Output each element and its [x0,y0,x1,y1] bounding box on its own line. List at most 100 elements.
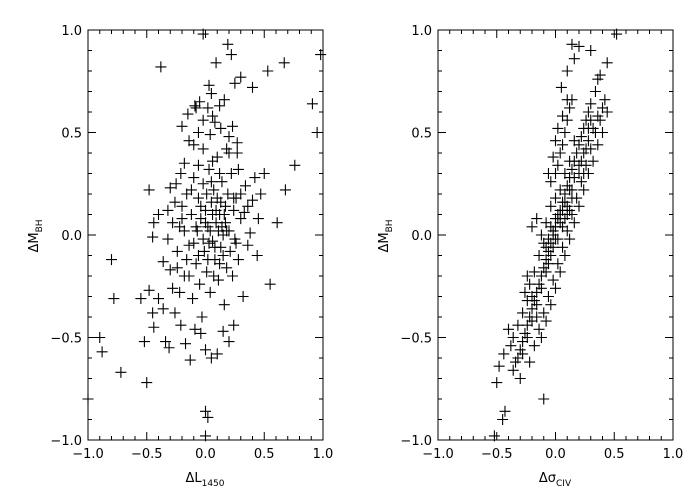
data-point [157,256,169,268]
data-point [230,237,242,249]
data-point [223,147,235,159]
data-point [200,217,211,229]
data-point [94,332,106,343]
y-axis-title-right: ΔMBH [377,219,395,252]
data-point [200,344,211,356]
data-point [217,325,229,337]
data-points-left [82,28,327,442]
data-point [197,143,209,155]
data-point [554,147,566,159]
data-point [538,393,550,405]
data-point [582,122,594,134]
data-point [235,213,247,225]
data-point [176,213,188,225]
data-point [147,231,159,243]
data-point [212,225,224,237]
data-point [209,116,221,128]
data-point [190,258,202,270]
data-point [585,45,597,56]
data-point [197,233,209,245]
data-point [559,168,571,179]
data-point [225,168,237,179]
data-point [491,377,503,389]
data-point [175,168,187,179]
data-point [535,282,547,294]
data-point [505,340,517,352]
data-point [82,393,94,405]
data-point [221,262,233,274]
data-point [187,293,199,305]
data-point [547,151,559,163]
data-point [223,131,235,143]
data-point [279,184,291,196]
data-point [601,57,613,69]
data-point [210,204,222,216]
data-point [552,159,564,171]
data-point [247,81,258,93]
data-point [182,108,194,120]
data-point [601,106,613,118]
data-point [171,262,183,274]
data-point [545,250,557,261]
data-point [535,229,547,241]
data-point [540,266,552,278]
data-point [311,127,323,138]
data-point [242,200,254,212]
data-point [197,114,209,126]
x-axis-title-sub: CIV [556,479,572,489]
data-point [278,57,290,69]
y-tick-label: 0.5 [411,127,432,142]
data-point [211,348,223,360]
data-point [533,323,545,335]
scatter-panel-left: −1.0 −0.5 0.0 0.5 1.0 −1.0 −0.5 0.0 0.5 1.0 ΔL145… [27,24,333,489]
data-point [540,241,552,253]
data-point [531,299,543,311]
data-point [218,299,230,311]
data-point [188,237,200,249]
data-point [188,172,200,184]
y-tick-label: 0.5 [61,127,82,142]
data-point [564,233,576,245]
data-point [108,293,120,305]
data-point [538,307,550,319]
data-point [503,323,514,335]
data-point [510,356,522,368]
data-point [517,348,529,360]
data-point [181,254,193,266]
data-point [315,49,327,61]
x-tick-label: 1.0 [313,447,334,462]
data-point [550,168,561,179]
data-point [252,213,264,225]
data-point [564,102,576,114]
data-point [176,200,188,212]
data-point [585,114,597,126]
data-point [568,53,580,65]
data-point [498,348,510,360]
data-point [531,213,543,225]
data-point [507,332,519,343]
data-point [163,342,175,354]
y-tick-label: 0.0 [411,229,432,244]
data-point [185,209,197,220]
data-point [306,98,318,110]
data-point [244,227,256,239]
data-point [552,258,564,270]
data-point [203,163,215,175]
data-point [578,168,590,179]
data-point [203,79,215,91]
data-point [559,250,571,261]
data-point [542,233,554,245]
data-point [215,196,227,208]
plot-frame-left [87,29,324,441]
data-point [545,221,557,233]
data-point [200,430,211,442]
x-tick-label: −0.5 [481,447,513,462]
data-point [160,336,172,348]
data-point [526,221,538,233]
data-point [210,217,222,229]
y-tick-label: −0.5 [50,332,82,347]
ticks-left: −1.0 −0.5 0.0 0.5 1.0 −1.0 −0.5 0.0 0.5 1.0 [50,24,333,462]
x-axis-title-sub: 1450 [202,479,225,489]
data-point [183,239,195,251]
y-tick-label: 1.0 [411,24,432,39]
